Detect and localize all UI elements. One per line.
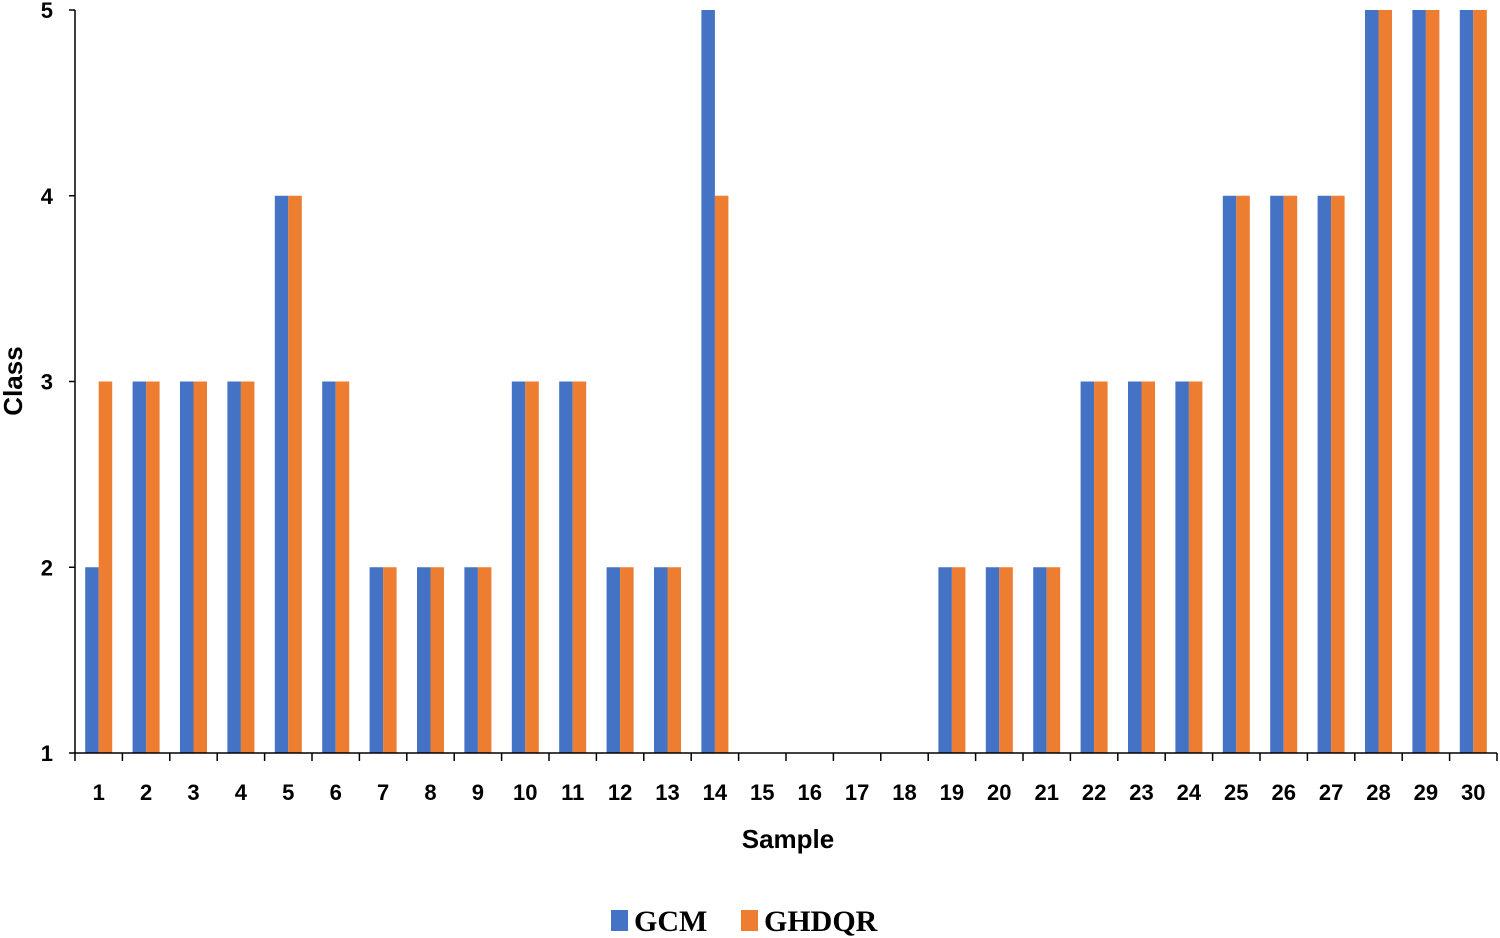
x-tick-label-20: 20 — [987, 780, 1011, 805]
x-tick-label-7: 7 — [377, 780, 389, 805]
x-tick-labels: 1 2 3 4 5 6 7 8 9 10 11 12 13 14 15 16 17 18 19 20 21 22 23 24 2… — [74, 753, 1498, 805]
x-tick-label-21: 21 — [1034, 780, 1058, 805]
bar-ghdqr-11 — [572, 381, 587, 753]
bar-gcm-25 — [1222, 195, 1237, 753]
bar-gcm-30 — [1459, 10, 1474, 753]
x-tick-label-27: 27 — [1319, 780, 1343, 805]
bar-gcm-27 — [1317, 195, 1332, 753]
x-tick-label-4: 4 — [235, 780, 248, 805]
bar-ghdqr-2 — [146, 381, 160, 753]
bar-gcm-6 — [322, 381, 336, 753]
bar-gcm-12 — [606, 567, 621, 753]
bar-gcm-9 — [464, 567, 478, 753]
bar-ghdqr-1 — [98, 381, 113, 753]
y-tick-labels: 1 2 3 4 5 — [41, 0, 75, 766]
bar-gcm-11 — [559, 381, 573, 753]
x-tick-label-24: 24 — [1177, 780, 1202, 805]
x-tick-label-9: 9 — [472, 780, 484, 805]
bar-gcm-5 — [274, 195, 289, 753]
bar-gcm-22 — [1080, 381, 1095, 753]
bar-gcm-3 — [180, 381, 194, 753]
x-tick-label-18: 18 — [892, 780, 916, 805]
bar-gcm-20 — [985, 567, 1000, 753]
x-tick-label-5: 5 — [282, 780, 294, 805]
bar-ghdqr-27 — [1331, 195, 1345, 753]
bar-gcm-28 — [1365, 10, 1379, 753]
bar-gcm-14 — [701, 10, 715, 753]
x-tick-label-8: 8 — [424, 780, 436, 805]
x-tick-label-17: 17 — [845, 780, 869, 805]
legend-label-ghdqr: GHDQR — [764, 905, 878, 938]
x-tick-label-22: 22 — [1082, 780, 1106, 805]
bar-ghdqr-5 — [288, 195, 302, 753]
x-tick-label-6: 6 — [330, 780, 342, 805]
bars-group — [85, 10, 1487, 753]
bar-ghdqr-8 — [430, 567, 444, 753]
bar-gcm-23 — [1128, 381, 1142, 753]
y-tick-label-3: 3 — [41, 370, 53, 395]
x-axis-title: Sample — [742, 824, 835, 854]
bar-gcm-24 — [1175, 381, 1189, 753]
bar-ghdqr-20 — [999, 567, 1013, 753]
x-tick-label-10: 10 — [513, 780, 537, 805]
bar-ghdqr-12 — [620, 567, 634, 753]
x-tick-label-29: 29 — [1414, 780, 1438, 805]
bar-ghdqr-9 — [477, 567, 492, 753]
x-tick-label-14: 14 — [703, 780, 728, 805]
y-tick-label-4: 4 — [41, 184, 54, 209]
bar-ghdqr-4 — [240, 381, 255, 753]
bar-ghdqr-29 — [1425, 10, 1440, 753]
bar-ghdqr-6 — [335, 381, 350, 753]
legend-swatch-ghdqr — [741, 910, 758, 931]
bar-gcm-19 — [938, 567, 952, 753]
bar-gcm-29 — [1412, 10, 1426, 753]
bar-gcm-13 — [654, 567, 668, 753]
bar-ghdqr-28 — [1378, 10, 1392, 753]
x-tick-label-26: 26 — [1271, 780, 1295, 805]
legend-swatch-gcm — [611, 910, 628, 931]
bar-ghdqr-10 — [525, 381, 539, 753]
bar-ghdqr-3 — [193, 381, 207, 753]
bar-ghdqr-25 — [1236, 195, 1250, 753]
bar-ghdqr-24 — [1188, 381, 1203, 753]
x-tick-label-23: 23 — [1129, 780, 1153, 805]
bar-gcm-2 — [132, 381, 147, 753]
bar-ghdqr-30 — [1473, 10, 1487, 753]
y-tick-label-1: 1 — [41, 741, 53, 766]
bar-gcm-10 — [511, 381, 526, 753]
bar-gcm-21 — [1033, 567, 1047, 753]
y-tick-label-5: 5 — [41, 0, 53, 23]
bar-ghdqr-23 — [1141, 381, 1155, 753]
x-tick-label-3: 3 — [187, 780, 199, 805]
x-tick-label-19: 19 — [940, 780, 964, 805]
x-tick-label-12: 12 — [608, 780, 632, 805]
x-tick-label-13: 13 — [655, 780, 679, 805]
x-tick-label-15: 15 — [750, 780, 774, 805]
bar-gcm-8 — [417, 567, 431, 753]
x-tick-label-30: 30 — [1461, 780, 1485, 805]
y-axis-title: Class — [0, 346, 28, 415]
legend: GCM GHDQR — [611, 905, 878, 938]
bar-gcm-4 — [227, 381, 241, 753]
x-tick-label-28: 28 — [1366, 780, 1390, 805]
bar-ghdqr-26 — [1283, 195, 1298, 753]
bar-ghdqr-19 — [951, 567, 966, 753]
bar-gcm-7 — [369, 567, 384, 753]
x-tick-label-11: 11 — [561, 780, 584, 805]
bar-ghdqr-7 — [383, 567, 397, 753]
bar-ghdqr-21 — [1046, 567, 1061, 753]
bar-ghdqr-14 — [714, 195, 729, 753]
legend-label-gcm: GCM — [634, 905, 707, 938]
x-tick-label-16: 16 — [797, 780, 821, 805]
x-tick-label-1: 1 — [93, 780, 105, 805]
bar-ghdqr-13 — [667, 567, 681, 753]
x-tick-label-25: 25 — [1224, 780, 1248, 805]
bar-gcm-26 — [1270, 195, 1284, 753]
y-tick-label-2: 2 — [41, 555, 53, 580]
bar-ghdqr-22 — [1094, 381, 1108, 753]
x-tick-label-2: 2 — [140, 780, 152, 805]
bar-gcm-1 — [85, 567, 99, 753]
